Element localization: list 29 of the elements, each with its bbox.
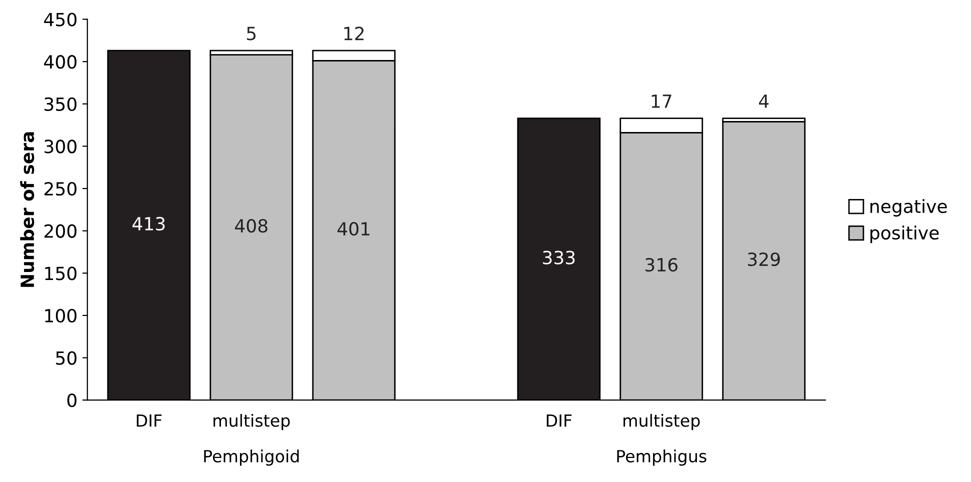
x-tick-label: multistep (624, 414, 700, 430)
y-tick-label: 400 (44, 55, 76, 69)
y-tick-label: 150 (45, 266, 76, 280)
y-tick-label: 100 (45, 308, 76, 323)
x-tick-label: DIF (546, 414, 572, 427)
legend-label: negative (870, 199, 947, 217)
data-label: 413 (132, 216, 165, 231)
data-label: 5 (247, 26, 256, 40)
data-label: 12 (344, 26, 364, 40)
legend-label: positive (870, 226, 939, 244)
data-label: 401 (338, 222, 370, 236)
y-tick-label: 200 (44, 224, 76, 238)
data-label: 329 (748, 252, 780, 266)
x-tick-label: multistep (214, 414, 290, 430)
y-tick-label: 300 (44, 140, 76, 154)
data-label: 408 (235, 219, 268, 233)
y-axis-title: Number of sera (20, 132, 34, 287)
y-tick-label: 50 (56, 351, 76, 365)
data-label: 17 (652, 94, 672, 108)
y-tick-label: 450 (44, 12, 76, 26)
text: Pemphigoid (204, 450, 299, 466)
y-tick-label: 0 (67, 394, 76, 408)
y-tick-label: 250 (44, 182, 76, 196)
y-tick-label: 350 (44, 97, 76, 112)
data-label: 4 (758, 94, 769, 108)
x-tick-label: DIF (136, 414, 162, 427)
data-label: 333 (543, 250, 575, 264)
data-label: 316 (646, 258, 678, 272)
text: Pemphigus (617, 450, 706, 466)
